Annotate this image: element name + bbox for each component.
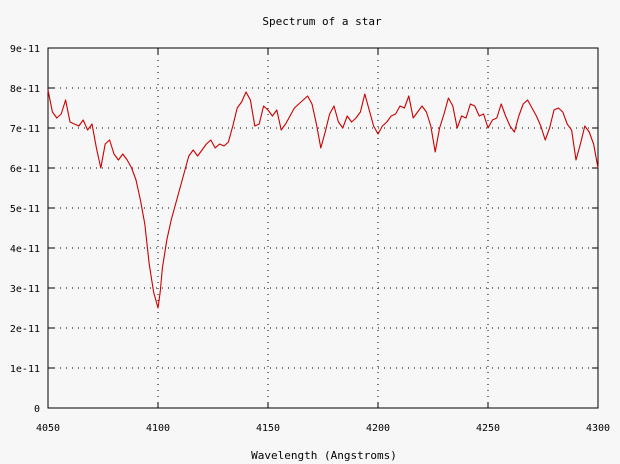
y-tick-label: 9e-11 — [10, 44, 40, 55]
x-axis-title: Wavelength (Angstroms) — [251, 449, 397, 462]
x-tick-label: 4150 — [256, 423, 280, 434]
y-tick-label: 2e-11 — [10, 324, 40, 335]
chart-title: Spectrum of a star — [262, 15, 382, 28]
y-tick-label: 0 — [34, 404, 40, 415]
x-tick-label: 4300 — [586, 423, 610, 434]
x-tick-label: 4100 — [146, 423, 170, 434]
y-tick-label: 1e-11 — [10, 364, 40, 375]
y-tick-label: 7e-11 — [10, 124, 40, 135]
ticks-layer: 4050 4100 4150 4200 4250 4300 0 1e-11 2e-11 3e-11… — [10, 44, 610, 434]
x-tick-label: 4200 — [366, 423, 390, 434]
x-tick-label: 4250 — [476, 423, 500, 434]
y-tick-label: 4e-11 — [10, 244, 40, 255]
spectrum-line — [47, 89, 599, 309]
y-tick-label: 6e-11 — [10, 164, 40, 175]
plot-frame — [47, 47, 599, 409]
y-tick-label: 5e-11 — [10, 204, 40, 215]
y-tick-label: 3e-11 — [10, 284, 40, 295]
grid-layer — [48, 48, 598, 408]
series-layer — [47, 89, 599, 309]
x-tick-label: 4050 — [36, 423, 60, 434]
y-tick-label: 8e-11 — [10, 84, 40, 95]
